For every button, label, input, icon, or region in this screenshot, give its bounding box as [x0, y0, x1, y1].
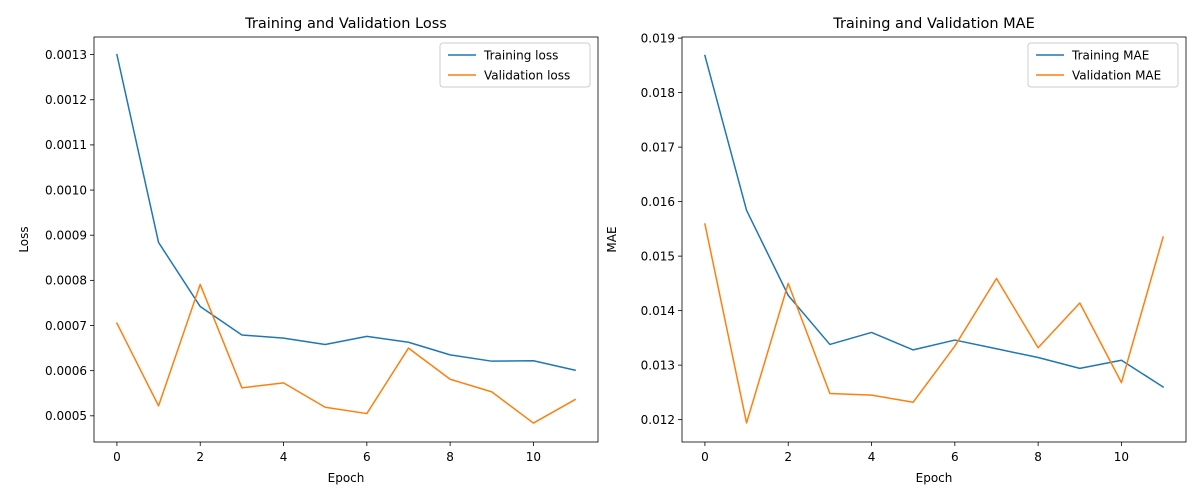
loss-axes-frame: [93, 36, 599, 443]
mae-y-tick-label: 0.014: [641, 304, 675, 318]
mae-series-line-validation: [704, 223, 1165, 424]
loss-legend-entry-training: Training loss: [483, 48, 558, 62]
mae-x-tick-label: 0: [701, 450, 709, 464]
loss-series-line-validation: [115, 283, 577, 424]
loss-y-tick-label: 0.0012: [45, 93, 87, 107]
loss-y-tick-label: 0.0010: [45, 183, 87, 197]
mae-x-tick-label: 4: [868, 450, 876, 464]
loss-x-tick-label: 6: [363, 450, 371, 464]
mae-y-axis-label: MAE: [605, 226, 619, 252]
mae-y-tick-label: 0.019: [641, 31, 675, 45]
mae-chart-title: Training and Validation MAE: [832, 16, 1035, 32]
loss-y-tick-label: 0.0013: [45, 48, 87, 62]
mae-y-tick-label: 0.013: [641, 358, 675, 372]
loss-x-tick-label: 0: [113, 450, 121, 464]
mae-x-tick-label: 8: [1034, 450, 1042, 464]
loss-x-tick-label: 10: [526, 450, 541, 464]
mae-series-line-training: [703, 54, 1165, 388]
mae-axes-frame: [681, 36, 1187, 443]
loss-legend-box: [439, 42, 591, 88]
mae-x-axis-label: Epoch: [916, 471, 953, 485]
loss-x-axis-label: Epoch: [328, 471, 365, 485]
mae-y-tick-label: 0.012: [641, 413, 675, 427]
mae-legend-entry-training: Training MAE: [1071, 48, 1149, 62]
loss-y-axis-label: Loss: [17, 226, 31, 252]
mae-x-tick-label: 2: [784, 450, 792, 464]
loss-series-line-training: [116, 53, 576, 372]
loss-x-tick-label: 2: [196, 450, 204, 464]
loss-y-tick-label: 0.0011: [45, 138, 87, 152]
mae-y-tick-label: 0.017: [641, 140, 675, 154]
loss-y-tick-label: 0.0009: [45, 229, 87, 243]
loss-y-tick-label: 0.0006: [45, 364, 87, 378]
loss-y-tick-label: 0.0005: [45, 409, 87, 423]
loss-legend-entry-validation: Validation loss: [484, 68, 570, 82]
loss-y-tick-label: 0.0008: [45, 274, 87, 288]
mae-x-tick-label: 10: [1114, 450, 1129, 464]
loss-x-tick-label: 8: [446, 450, 454, 464]
loss-x-tick-label: 4: [280, 450, 288, 464]
mae-legend-entry-validation: Validation MAE: [1072, 68, 1161, 82]
mae-y-tick-label: 0.016: [641, 195, 675, 209]
loss-y-tick-label: 0.0007: [45, 319, 87, 333]
mae-y-tick-label: 0.015: [641, 249, 675, 263]
mae-y-tick-label: 0.018: [641, 86, 675, 100]
loss-chart-title: Training and Validation Loss: [244, 16, 447, 32]
mae-x-tick-label: 6: [951, 450, 959, 464]
mae-legend-box: [1027, 42, 1179, 88]
